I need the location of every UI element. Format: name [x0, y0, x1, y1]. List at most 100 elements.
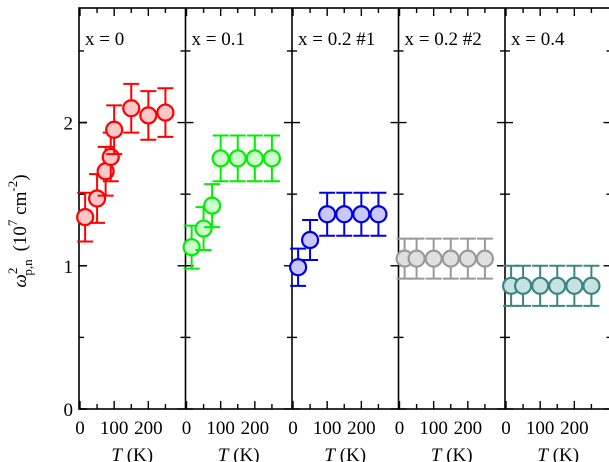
x-tick-label: 0	[501, 418, 511, 439]
xlabel-unit: (K)	[548, 445, 579, 462]
plot-border	[78, 7, 609, 410]
marker	[139, 106, 158, 125]
data-point	[245, 134, 264, 183]
x-tick-label: 200	[134, 418, 163, 439]
marker	[300, 230, 320, 250]
marker	[548, 276, 567, 295]
ylabel-subscript: p,n	[20, 259, 35, 276]
ylabel-superscript: 2	[5, 268, 20, 275]
data-point	[289, 247, 308, 287]
panel-1: 0 100 200 T (K) x = 0.1	[182, 8, 292, 462]
x-tick-label: 200	[454, 418, 483, 439]
marker	[318, 205, 337, 224]
ylabel-unit-mid: cm	[10, 191, 31, 219]
ylabel-unit-suffix: )	[10, 174, 31, 180]
data-point	[203, 183, 222, 229]
x-tick-label: 100	[419, 418, 448, 439]
xlabel-unit: (K)	[335, 445, 366, 462]
xlabel-symbol: T	[431, 445, 443, 462]
panel-2: 0 100 200 T (K) x = 0.2 #1	[288, 8, 399, 462]
panel-label: x = 0.2 #1	[298, 29, 375, 50]
data-point	[531, 264, 550, 307]
data-point	[513, 264, 533, 307]
marker	[262, 149, 282, 168]
data-point	[424, 237, 443, 280]
data-point	[194, 206, 213, 252]
data-point	[565, 264, 584, 307]
x-tick-label: 100	[313, 418, 342, 439]
xlabel-unit: (K)	[122, 445, 153, 462]
data-point	[475, 237, 495, 280]
marker	[441, 249, 460, 268]
panel-label: x = 0.1	[192, 29, 245, 50]
panel-label: x = 0.4	[511, 29, 565, 50]
data-point	[228, 134, 247, 183]
marker	[203, 196, 222, 215]
data-point	[156, 87, 175, 138]
panel-0: 0 100 200 T (K) x = 0	[75, 8, 186, 462]
x-tick-label: 0	[288, 418, 298, 439]
marker	[475, 249, 495, 268]
xlabel-unit: (K)	[441, 445, 472, 462]
x-tick-label: 200	[241, 418, 270, 439]
panel-3: 0 100 200 T (K) x = 0.2 #2	[395, 8, 505, 462]
x-axis-title: T (K)	[324, 445, 366, 462]
x-axis-title: T (K)	[111, 445, 153, 462]
xlabel-symbol: T	[324, 445, 336, 462]
data-point	[318, 191, 337, 237]
marker	[245, 149, 264, 168]
data-point	[582, 264, 601, 307]
marker	[565, 276, 584, 295]
marker	[156, 103, 175, 122]
panel-label: x = 0	[85, 29, 124, 50]
ylabel-unit-exp2: -2	[5, 181, 20, 192]
x-tick-label: 100	[206, 418, 235, 439]
y-tick-label: 2	[64, 114, 74, 135]
data-point	[441, 237, 460, 280]
data-point	[458, 237, 477, 280]
marker	[513, 276, 533, 295]
data-point	[182, 224, 201, 270]
x-tick-label: 0	[75, 418, 85, 439]
ylabel-symbol: ω	[10, 274, 31, 287]
y-tick-label: 1	[64, 257, 74, 278]
data-point	[122, 82, 141, 134]
marker	[105, 120, 124, 139]
x-axis-title: T (K)	[537, 445, 579, 462]
marker	[531, 276, 550, 295]
xlabel-symbol: T	[111, 445, 123, 462]
data-point	[548, 264, 567, 307]
y-axis-title-text: ω2p,n (107 cm-2)	[5, 174, 35, 287]
x-tick-label: 0	[182, 418, 192, 439]
y-axis: 0 1 2	[64, 114, 87, 421]
marker	[369, 205, 388, 224]
x-tick-label: 0	[395, 418, 405, 439]
marker	[76, 207, 95, 227]
x-axis-title: T (K)	[218, 445, 260, 462]
marker	[352, 205, 371, 224]
marker	[194, 219, 213, 238]
ylabel-unit-prefix: (10	[10, 226, 31, 251]
x-tick-label: 100	[100, 418, 129, 439]
marker	[582, 276, 601, 295]
marker	[458, 249, 477, 268]
x-tick-label: 200	[347, 418, 376, 439]
marker	[211, 149, 230, 168]
xlabel-symbol: T	[537, 445, 549, 462]
data-point	[139, 90, 158, 141]
panel-4: 0 100 200 T (K) x = 0.4	[501, 8, 609, 462]
data-point	[105, 104, 124, 156]
y-axis-title: ω2p,n (107 cm-2)	[5, 174, 35, 287]
x-tick-label: 200	[560, 418, 589, 439]
xlabel-unit: (K)	[228, 445, 259, 462]
data-point	[335, 191, 354, 237]
marker	[101, 147, 120, 167]
data-point	[87, 173, 107, 224]
data-point	[300, 218, 320, 262]
data-point	[262, 134, 282, 183]
data-point	[369, 191, 388, 237]
panel-label: x = 0.2 #2	[405, 29, 482, 50]
data-point	[76, 191, 95, 243]
marker	[335, 205, 354, 224]
